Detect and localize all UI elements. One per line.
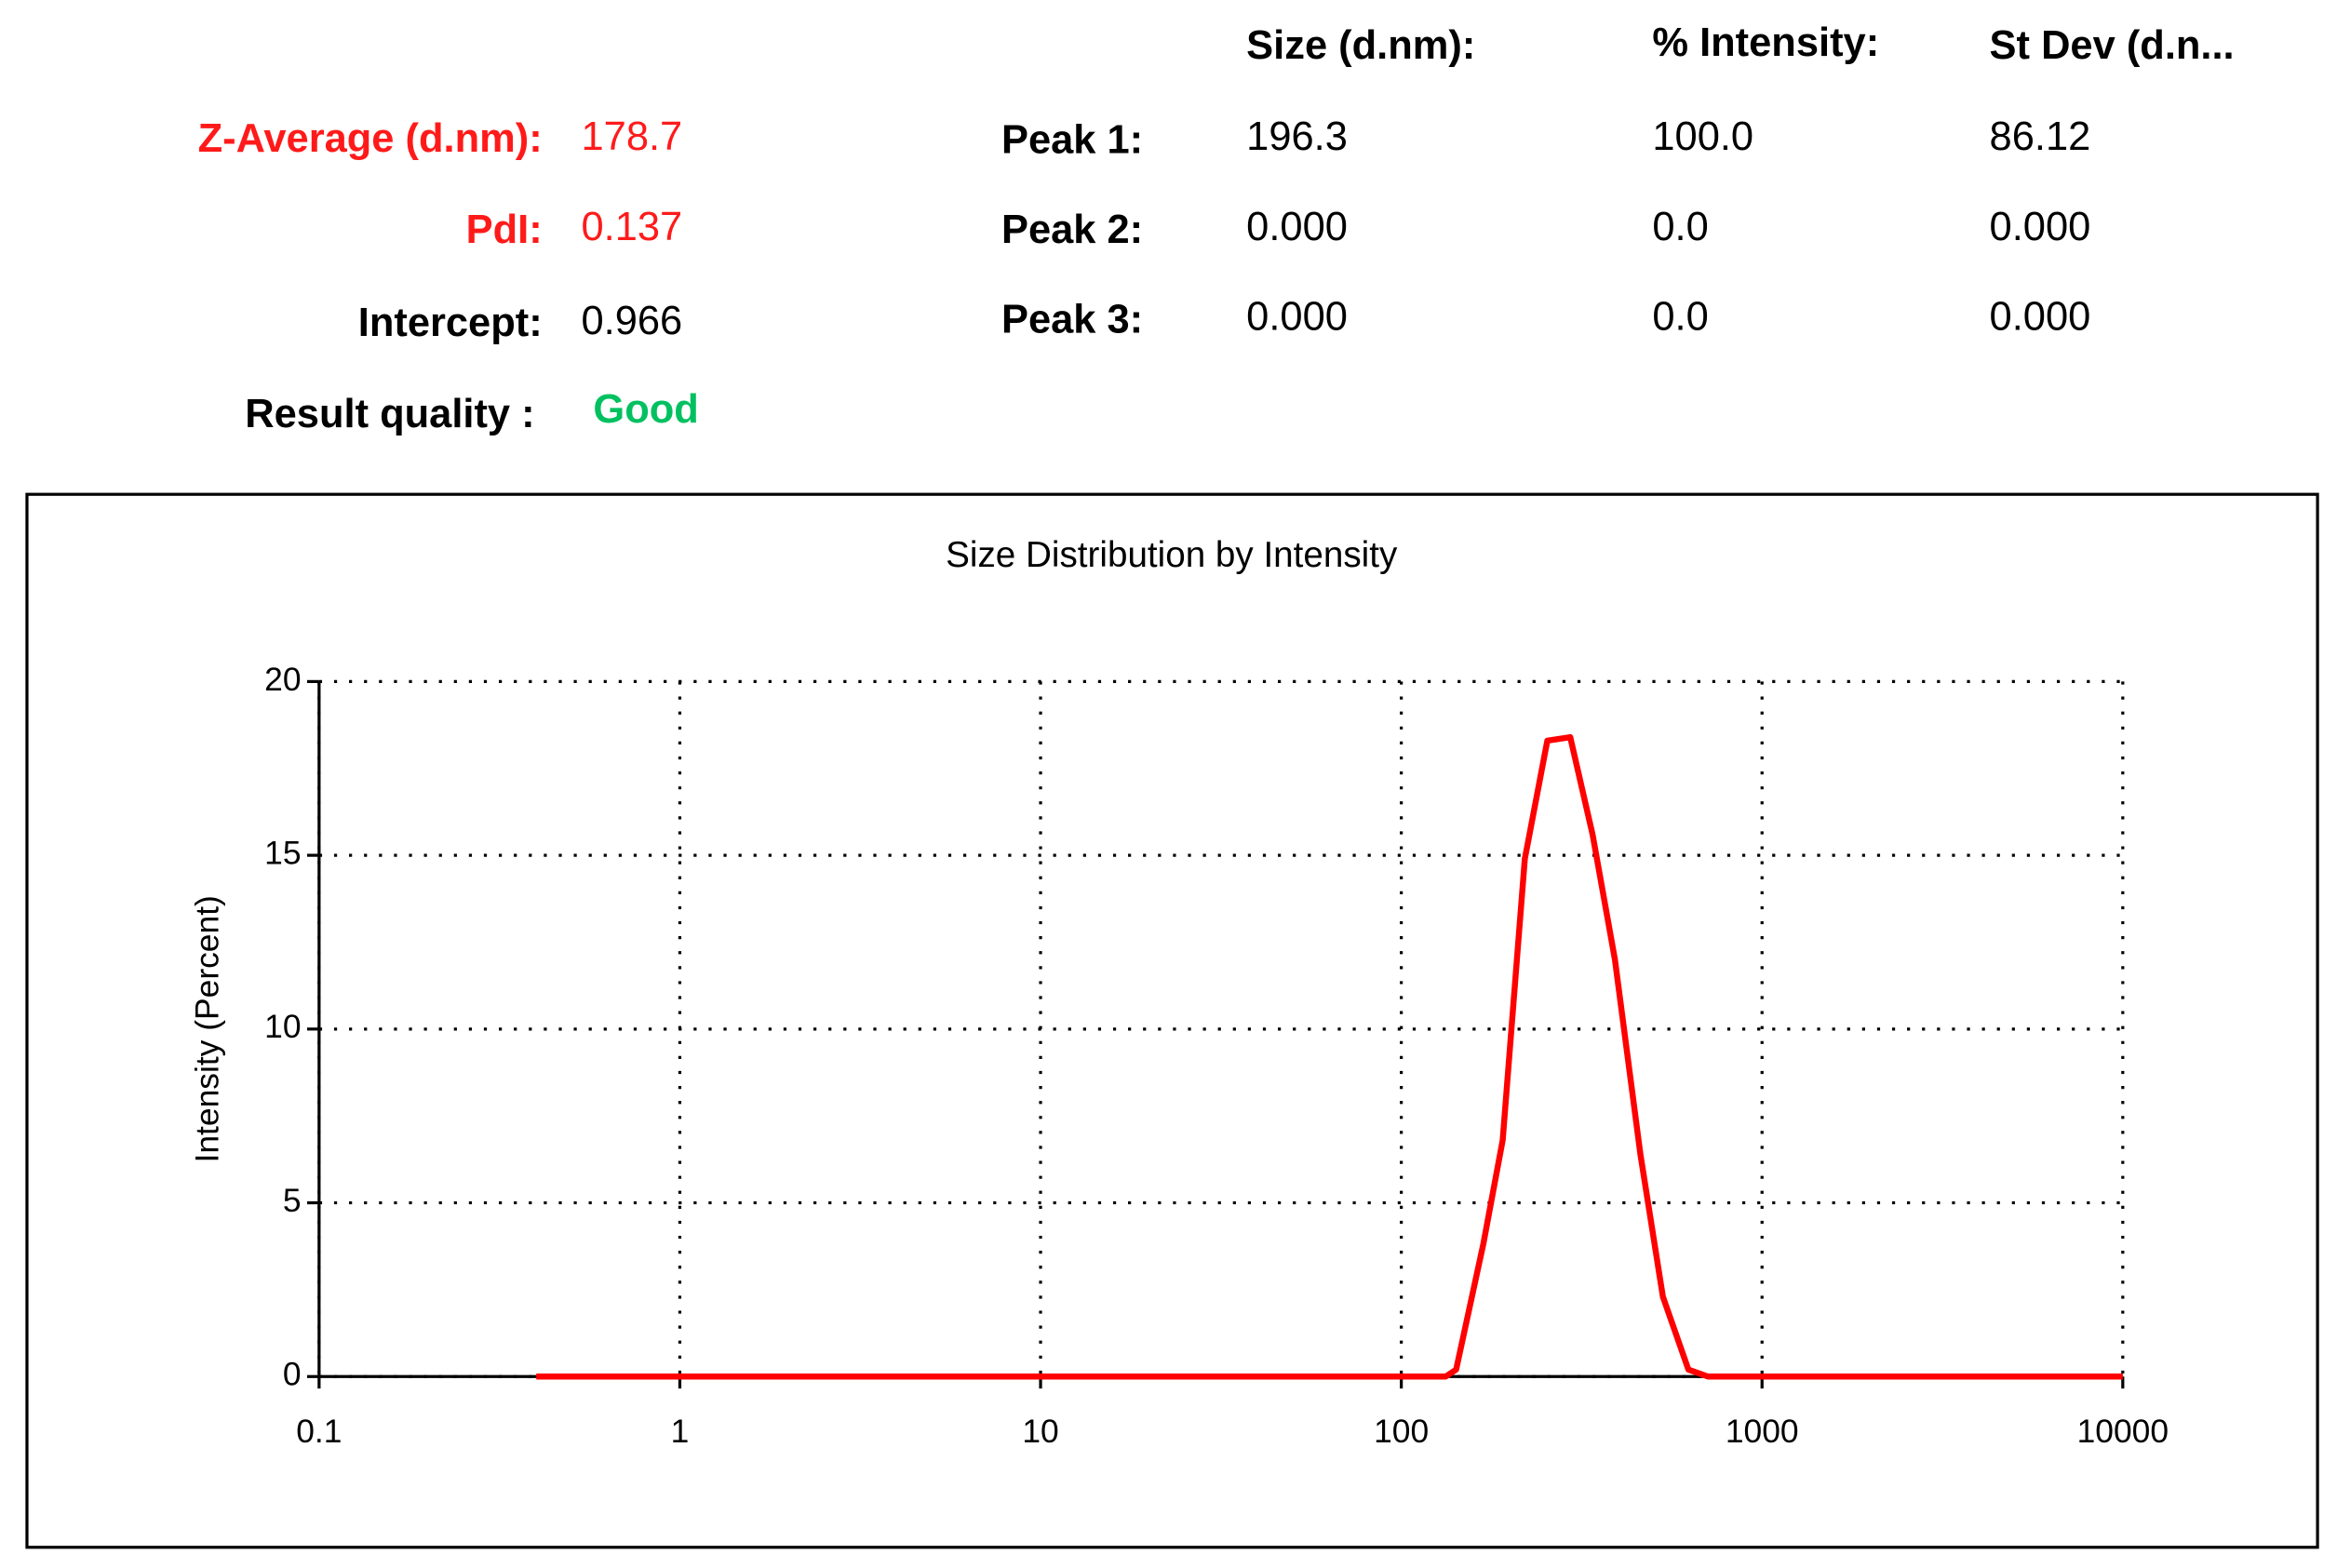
peak-value: 0.000 [1990, 205, 2091, 249]
peak-label: Peak 3: [1001, 298, 1143, 342]
peak-value: 196.3 [1246, 114, 1348, 159]
peak-value: 0.0 [1652, 294, 1708, 339]
peak-label: Peak 2: [1001, 208, 1143, 252]
peak-value: 100.0 [1652, 114, 1753, 159]
summary-label: Intercept: [358, 301, 543, 345]
peak-value: 0.000 [1990, 294, 2091, 339]
summary-value: 0.137 [582, 205, 683, 249]
peak-value: 0.000 [1246, 294, 1348, 339]
peak-value: 0.0 [1652, 205, 1708, 249]
summary-label: PdI: [466, 208, 543, 252]
x-tick-label: 10000 [2077, 1413, 2169, 1450]
plot: 0 5 10 15 20 0.1 1 10 100 1000 10000 [264, 661, 2169, 1450]
x-tick-label: 10 [1022, 1413, 1058, 1450]
summary-value: 0.966 [582, 299, 683, 343]
summary-label: Z-Average (d.nm): [198, 116, 543, 161]
x-tick-label: 1000 [1726, 1413, 1799, 1450]
chart-title: Size Distribution by Intensity [946, 535, 1398, 575]
x-tick-label: 0.1 [296, 1413, 342, 1450]
x-tick-label: 100 [1374, 1413, 1429, 1450]
y-tick-label: 5 [283, 1182, 302, 1219]
summary-value: 178.7 [582, 114, 683, 159]
peak-table: Peak 1: 196.3 100.0 86.12 Peak 2: 0.000 0.0 0.0… [1001, 114, 2090, 342]
quality-value: Good [593, 387, 698, 432]
y-tick-label: 0 [283, 1356, 302, 1393]
x-tick-label: 1 [671, 1413, 690, 1450]
data-line [536, 733, 2123, 1380]
y-axis-label: Intensity (Percent) [189, 895, 226, 1162]
peak-header: % Intensity: [1652, 20, 1879, 65]
chart-frame [25, 492, 2319, 1549]
peak-header: Size (d.nm): [1246, 23, 1475, 68]
y-tick-label: 10 [264, 1008, 301, 1045]
quality-label: Result quality : [245, 392, 534, 436]
y-tick-label: 20 [264, 661, 301, 698]
peak-header: St Dev (d.n... [1990, 23, 2235, 68]
peak-label: Peak 1: [1001, 117, 1143, 162]
y-tick-label: 15 [264, 834, 301, 871]
peak-value: 86.12 [1990, 114, 2091, 159]
peak-value: 0.000 [1246, 205, 1348, 249]
